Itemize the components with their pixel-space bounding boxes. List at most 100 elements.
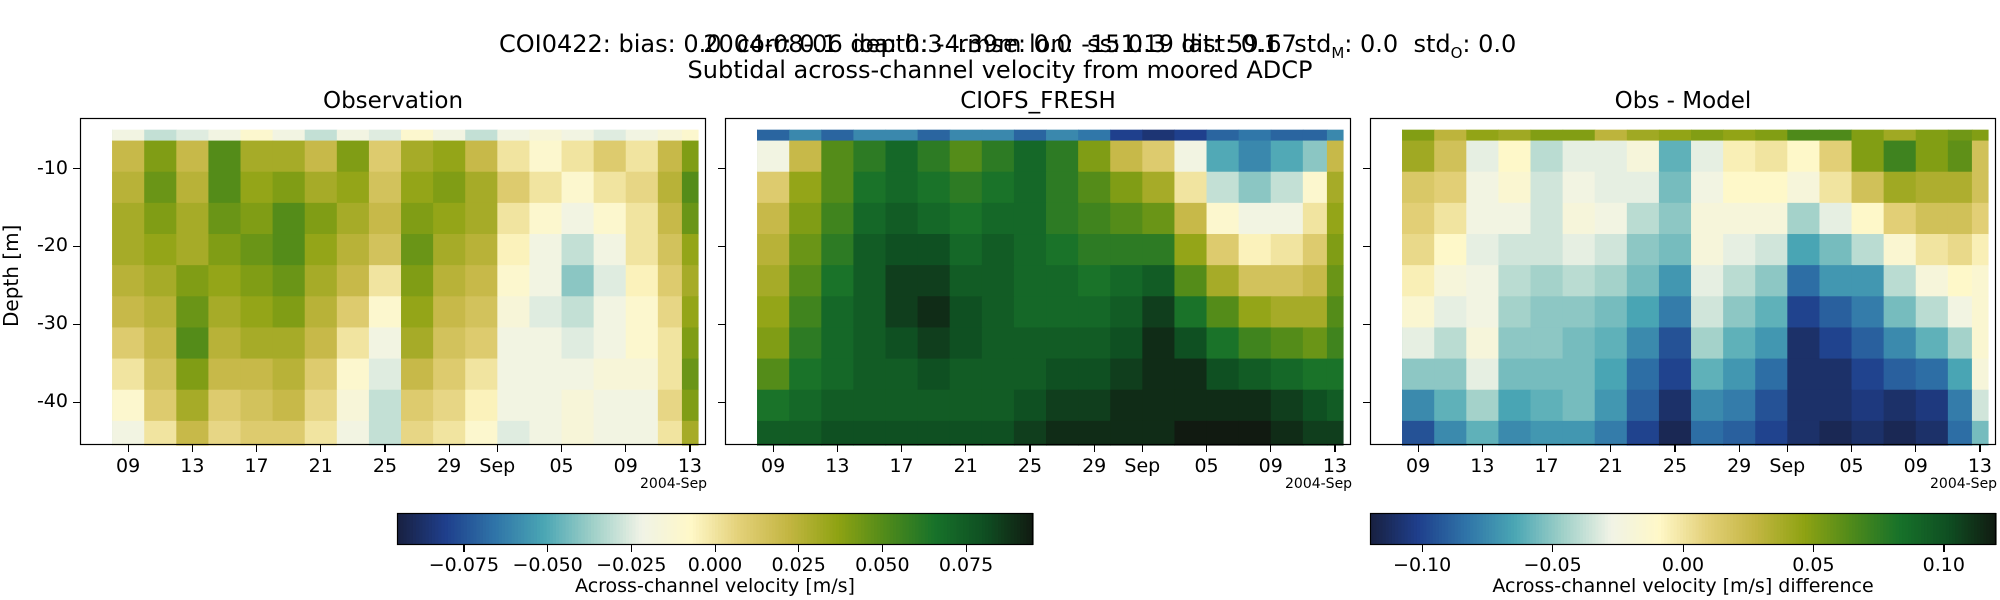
colorbar-segment	[657, 513, 662, 545]
colorbar-tick-mark	[630, 545, 632, 552]
heatmap-cell	[112, 296, 145, 329]
heatmap-cell	[853, 358, 887, 391]
heatmap-cell	[1755, 129, 1788, 142]
colorbar-segment	[1004, 513, 1009, 545]
colorbar-segment	[1833, 513, 1837, 545]
heatmap-cell	[1723, 140, 1756, 173]
heatmap-cell	[1755, 389, 1788, 422]
heatmap-cell	[853, 389, 887, 422]
heatmap-cell	[757, 129, 790, 142]
heatmap-cell	[981, 389, 1015, 422]
heatmap-cell	[1466, 420, 1500, 446]
heatmap-cell	[1434, 327, 1467, 360]
heatmap-cell	[1142, 327, 1176, 360]
heatmap-cell	[561, 296, 595, 329]
colorbar-segment	[1388, 513, 1393, 545]
heatmap-cell	[1883, 420, 1917, 446]
colorbar-segment	[397, 513, 401, 545]
colorbar-segment	[1814, 513, 1819, 545]
heatmap-cell	[681, 171, 699, 204]
heatmap-cell	[949, 420, 983, 446]
colorbar-segment	[772, 513, 777, 545]
heatmap-cell	[272, 234, 306, 266]
colorbar-tick-mark	[463, 545, 465, 552]
heatmap-cell	[1530, 171, 1564, 204]
colorbar-segment	[874, 513, 878, 545]
heatmap-cell	[853, 265, 887, 297]
heatmap-cell	[657, 202, 683, 235]
colorbar-segment	[1695, 513, 1700, 545]
colorbar-segment	[578, 513, 583, 545]
colorbar-segment	[597, 513, 602, 545]
heatmap-cell	[1594, 327, 1628, 360]
colorbar-segment	[1670, 513, 1675, 545]
heatmap-cell	[304, 234, 338, 266]
colorbar-segment	[778, 513, 783, 545]
heatmap-cell	[1594, 171, 1628, 204]
colorbar-segment	[479, 513, 484, 545]
heatmap-cell	[853, 171, 887, 204]
colorbar-segment	[940, 513, 945, 545]
x-tick-mark	[1093, 445, 1095, 452]
colorbar-segment	[1460, 513, 1465, 545]
x-tick-label: 13	[1470, 455, 1495, 477]
heatmap-cell	[789, 129, 822, 142]
heatmap-cell	[1530, 389, 1564, 422]
y-tick-mark	[1363, 245, 1370, 248]
x-tick-label: 13	[677, 455, 703, 477]
heatmap-cell	[1142, 171, 1176, 204]
x-tick-mark	[625, 445, 627, 452]
colorbar-segment	[886, 513, 891, 545]
heatmap-cell	[1013, 129, 1047, 142]
colorbar-segment	[1410, 513, 1415, 545]
heatmap-cell	[917, 389, 951, 422]
x-tick-label: 21	[1598, 455, 1623, 477]
colorbar-segment	[699, 513, 703, 545]
heatmap-cell	[1530, 358, 1564, 391]
y-tick-mark	[73, 245, 80, 248]
colorbar-segment	[1607, 513, 1612, 545]
heatmap-cell	[1819, 171, 1853, 204]
heatmap-cell	[1110, 265, 1143, 297]
colorbar-segment	[1895, 513, 1900, 545]
heatmap-cell	[789, 171, 822, 204]
colorbar-segment	[575, 513, 579, 545]
colorbar-segment	[1614, 513, 1618, 545]
heatmap-cell	[1915, 140, 1949, 173]
heatmap-cell	[949, 140, 983, 173]
heatmap-cell	[1691, 202, 1724, 235]
colorbar-segment	[638, 513, 643, 545]
heatmap-cell	[1723, 327, 1756, 360]
heatmap-cell	[949, 389, 983, 422]
heatmap-cell	[1787, 171, 1821, 204]
colorbar-tick-mark	[547, 545, 549, 552]
colorbar-segment	[1823, 513, 1828, 545]
colorbar-segment	[1964, 513, 1969, 545]
heatmap-cell	[1755, 234, 1788, 266]
heatmap-cell	[1883, 202, 1917, 235]
colorbar-segment	[412, 513, 417, 545]
heatmap-cell	[1691, 420, 1724, 446]
colorbar-segment	[991, 513, 996, 545]
colorbar-segment	[486, 513, 490, 545]
heatmap-cell	[657, 389, 683, 422]
heatmap-cell	[1851, 234, 1885, 266]
heatmap-cell	[1971, 327, 1989, 360]
heatmap-cell	[112, 202, 145, 235]
heatmap-cell	[1594, 202, 1628, 235]
heatmap-cell	[1626, 296, 1660, 329]
heatmap-cell	[1883, 171, 1917, 204]
colorbar-segment	[1604, 513, 1609, 545]
heatmap-cell	[1562, 358, 1596, 391]
heatmap-cell	[304, 129, 338, 142]
colorbar-segment	[454, 513, 459, 545]
colorbar-segment	[444, 513, 449, 545]
heatmap-cell	[1206, 296, 1240, 329]
figure-title-line3: Subtidal across-channel velocity from mo…	[687, 56, 1313, 84]
heatmap-cell	[789, 140, 822, 173]
heatmap-cell	[681, 202, 699, 235]
heatmap-cell	[1174, 202, 1208, 235]
colorbar-segment	[1861, 513, 1866, 545]
colorbar-segment	[797, 513, 802, 545]
x-tick-mark	[1334, 445, 1336, 452]
